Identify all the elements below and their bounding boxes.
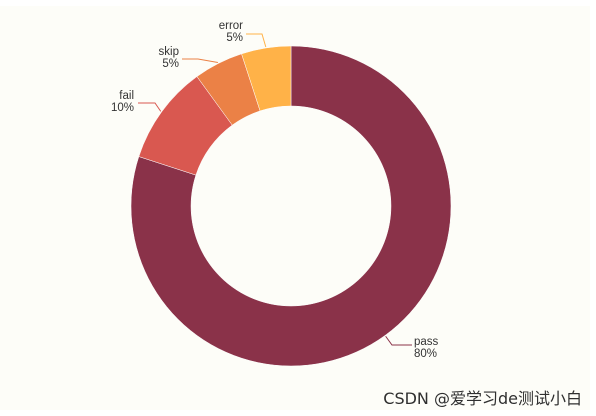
leader-line-fail	[138, 102, 162, 112]
watermark: CSDN @爱学习de测试小白	[383, 389, 582, 408]
slice-error[interactable]	[241, 45, 292, 112]
label-skip: skip	[159, 46, 179, 58]
slice-pass[interactable]	[130, 45, 452, 367]
value-label-error: 5%	[226, 32, 243, 44]
label-error: error	[219, 20, 243, 32]
leader-line-pass	[385, 335, 412, 346]
value-label-fail: 10%	[111, 102, 134, 114]
leader-line-error	[246, 33, 267, 48]
label-pass: pass	[414, 336, 439, 348]
leader-line-skip	[182, 58, 218, 64]
value-label-skip: 5%	[162, 58, 179, 70]
label-fail: fail	[119, 90, 134, 102]
value-label-pass: 80%	[414, 348, 437, 360]
